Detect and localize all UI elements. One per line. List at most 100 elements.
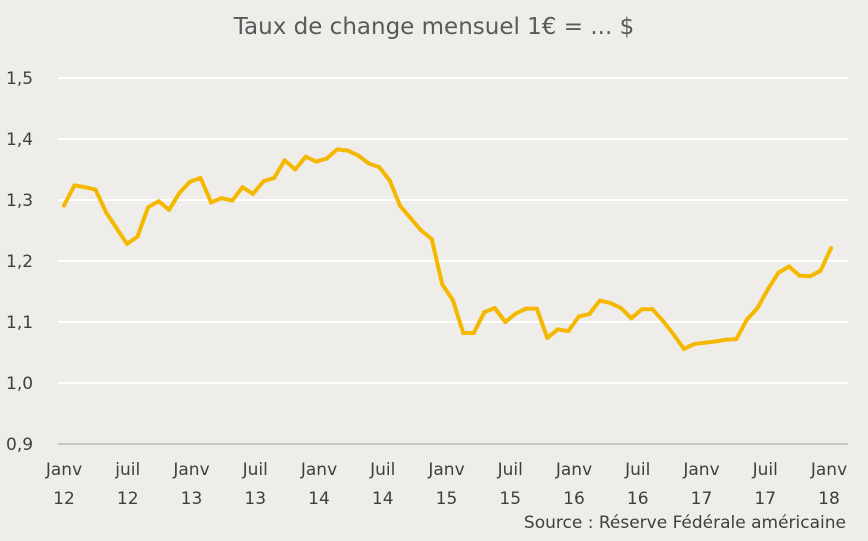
data-point (272, 176, 277, 181)
data-point (398, 204, 403, 209)
data-point (440, 282, 445, 287)
x-tick-label: 17 (754, 489, 776, 509)
y-tick-label: 1,2 (6, 252, 33, 272)
data-point (345, 148, 350, 153)
y-tick-label: 1,0 (6, 374, 33, 394)
data-point (587, 312, 592, 317)
data-point (282, 158, 287, 163)
data-point (618, 305, 623, 310)
data-point (513, 311, 518, 316)
data-point (471, 330, 476, 335)
x-tick-label: Janv (427, 460, 464, 480)
x-tick-label: 15 (436, 489, 458, 509)
x-tick-label: 13 (244, 489, 266, 509)
data-point (324, 156, 329, 161)
y-tick-label: 1,4 (6, 130, 33, 150)
data-point (450, 298, 455, 303)
y-tick-label: 1,1 (6, 313, 33, 333)
x-tick-label: 14 (308, 489, 330, 509)
data-point (114, 226, 119, 231)
data-point (419, 228, 424, 233)
data-point (671, 332, 676, 337)
data-point (83, 185, 88, 190)
x-tick-label: 13 (181, 489, 203, 509)
data-point (829, 246, 833, 251)
data-point (597, 298, 602, 303)
data-point (807, 274, 812, 279)
y-axis-ticks: 0,9 1,0 1,1 1,2 1,3 1,4 1,5 (6, 69, 33, 455)
x-tick-label: 12 (53, 489, 75, 509)
x-tick-label: 17 (691, 489, 713, 509)
y-tick-label: 1,3 (6, 191, 33, 211)
data-point (251, 191, 256, 196)
x-tick-label: 12 (117, 489, 139, 509)
data-point (261, 179, 266, 184)
x-tick-label: Janv (555, 460, 592, 480)
data-point (240, 185, 245, 190)
data-point (408, 216, 413, 221)
x-tick-label: Janv (172, 460, 209, 480)
data-point (167, 207, 172, 212)
data-point (566, 329, 571, 334)
data-point (545, 335, 550, 340)
x-tick-label: Janv (45, 460, 82, 480)
data-point (482, 310, 487, 315)
data-point (177, 190, 182, 195)
data-point (156, 199, 161, 204)
data-point (660, 318, 665, 323)
data-point (681, 346, 686, 351)
x-tick-label: 16 (627, 489, 649, 509)
data-point (461, 330, 466, 335)
data-point (188, 179, 193, 184)
data-point (198, 176, 203, 181)
x-tick-label: Juil (624, 460, 650, 480)
data-point (692, 341, 697, 346)
y-tick-label: 0,9 (6, 435, 33, 455)
data-point (702, 340, 707, 345)
chart-title: Taux de change mensuel 1€ = ... $ (233, 14, 635, 40)
data-point (230, 198, 235, 203)
data-point (62, 203, 66, 208)
data-point (429, 237, 434, 242)
data-point (293, 167, 298, 172)
data-point (135, 234, 140, 239)
data-point (366, 161, 371, 166)
data-point (209, 200, 214, 205)
x-tick-label: Juil (242, 460, 268, 480)
data-point (797, 273, 802, 278)
data-point (734, 337, 739, 342)
data-point (387, 178, 392, 183)
data-point (356, 153, 361, 158)
data-point (650, 307, 655, 312)
data-point (146, 205, 151, 210)
data-point (776, 270, 781, 275)
x-tick-label: juil (114, 460, 140, 480)
x-tick-label: Juil (497, 460, 523, 480)
x-tick-label: Janv (300, 460, 337, 480)
data-point (303, 154, 308, 159)
data-point (534, 306, 539, 311)
data-point (377, 165, 382, 170)
x-tick-label: 14 (372, 489, 394, 509)
data-point (314, 159, 319, 164)
data-point (629, 316, 634, 321)
data-point (72, 183, 77, 188)
x-tick-label: Juil (752, 460, 778, 480)
series-line (62, 147, 833, 351)
data-point (723, 337, 728, 342)
data-point (335, 147, 340, 152)
data-point (576, 314, 581, 319)
data-point (744, 317, 749, 322)
series-layer (62, 147, 833, 351)
data-point (786, 264, 791, 269)
data-point (125, 241, 130, 246)
data-point (608, 301, 613, 306)
x-axis-ticks: Janv 12 juil 12 Janv 13 Juil 13 Janv 14 Juil 14 Janv… (45, 460, 847, 509)
data-point (93, 187, 98, 192)
data-point (818, 268, 823, 273)
x-tick-label: Janv (810, 460, 847, 480)
y-tick-label: 1,5 (6, 69, 33, 89)
data-point (755, 305, 760, 310)
x-tick-label: Juil (369, 460, 395, 480)
